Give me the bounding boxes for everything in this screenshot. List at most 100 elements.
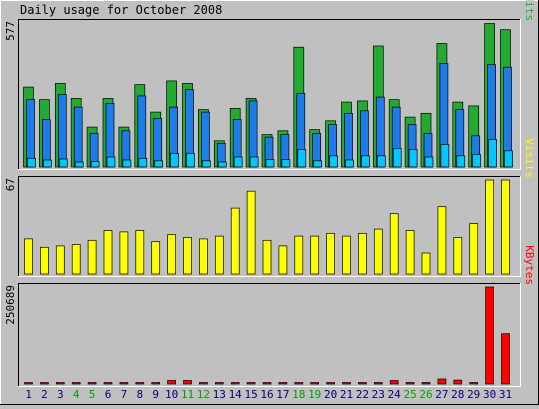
- bar-kbytes-day-29: [469, 382, 479, 385]
- bar-files-day-9: [153, 117, 163, 168]
- bar-visits-day-11: [183, 237, 192, 275]
- bar-kbytes-day-19: [310, 382, 320, 385]
- bar-kbytes-day-11: [183, 380, 192, 385]
- bar-pages-day-31: [504, 150, 513, 168]
- bar-kbytes-day-10: [167, 380, 176, 385]
- bar-pages-day-5: [90, 161, 100, 168]
- bar-pages-day-18: [297, 149, 307, 168]
- bar-kbytes-day-6: [103, 382, 113, 385]
- bar-pages-day-22: [361, 155, 370, 168]
- bar-visits-day-8: [135, 230, 145, 275]
- x-tick-label-day-20: 20: [324, 388, 337, 401]
- bar-kbytes-day-4: [71, 382, 81, 385]
- x-tick-label-day-11: 11: [181, 388, 194, 401]
- panel-hits: 577 Pages/Files/Hits: [4, 0, 536, 170]
- bar-visits-day-1: [24, 238, 33, 275]
- bar-files-day-3: [57, 94, 67, 168]
- legend-entry: KBytes: [523, 245, 536, 285]
- bar-visits-day-13: [214, 235, 224, 275]
- panel-visits: 67 Visits: [4, 138, 536, 277]
- bar-kbytes-day-3: [55, 382, 65, 385]
- bar-visits-day-21: [342, 235, 351, 275]
- bar-kbytes-day-31: [501, 333, 510, 385]
- bar-visits-day-7: [119, 231, 129, 275]
- x-tick-label-day-23: 23: [372, 388, 385, 401]
- bar-visits-day-18: [294, 235, 304, 275]
- bar-visits-day-15: [246, 190, 256, 275]
- bar-pages-day-11: [186, 152, 195, 168]
- legend-visits: Visits: [523, 138, 536, 178]
- bar-visits-day-16: [262, 239, 272, 275]
- x-tick-label-day-28: 28: [451, 388, 464, 401]
- x-tick-label-day-1: 1: [25, 388, 32, 401]
- x-tick-label-day-2: 2: [41, 388, 48, 401]
- bar-pages-day-23: [376, 155, 386, 168]
- panel-frame: [18, 283, 521, 387]
- bar-visits-day-20: [326, 232, 335, 275]
- bar-visits-day-10: [167, 234, 176, 275]
- bar-visits-day-5: [87, 239, 97, 275]
- x-tick-label-day-7: 7: [121, 388, 128, 401]
- y-max-tick-label: 577: [4, 21, 17, 41]
- x-tick-label-day-25: 25: [403, 388, 416, 401]
- chart-title: Daily usage for October 2008: [20, 3, 222, 17]
- bar-visits-day-2: [40, 246, 49, 275]
- x-axis-labels: 1 2 3 4 5 6 7 8 9 10 11 12 13 14 15 16 17 18 19 20 21 22 23 24 2…: [25, 388, 512, 401]
- x-tick-label-day-8: 8: [136, 388, 143, 401]
- legend-hits: Pages/Files/Hits: [523, 0, 536, 21]
- x-tick-label-day-26: 26: [419, 388, 432, 401]
- x-tick-label-day-15: 15: [244, 388, 257, 401]
- bar-kbytes-day-23: [373, 382, 383, 385]
- x-tick-label-day-14: 14: [229, 388, 243, 401]
- bar-visits-day-30: [485, 179, 494, 275]
- bar-files-day-21: [344, 112, 353, 168]
- bar-pages-day-28: [456, 155, 466, 168]
- bar-visits-day-22: [358, 232, 367, 275]
- bar-visits-day-3: [55, 245, 65, 275]
- bar-kbytes-day-22: [358, 382, 367, 385]
- bar-kbytes-day-28: [453, 379, 463, 385]
- bar-kbytes-day-2: [40, 382, 49, 385]
- x-tick-label-day-17: 17: [276, 388, 289, 401]
- bar-pages-day-16: [265, 159, 275, 168]
- chart-panels: 577 Pages/Files/Hits 67 Visits 250689 KBytes: [4, 0, 536, 387]
- bar-kbytes-day-27: [437, 378, 447, 385]
- x-tick-label-day-13: 13: [213, 388, 226, 401]
- x-tick-label-day-21: 21: [340, 388, 353, 401]
- x-tick-label-day-12: 12: [197, 388, 210, 401]
- panel-kbytes: 250689 KBytes: [4, 245, 536, 387]
- bar-pages-day-24: [392, 147, 402, 168]
- bar-pages-day-4: [74, 161, 84, 168]
- bar-pages-day-21: [345, 159, 354, 168]
- bars-visits: [24, 179, 510, 275]
- bar-pages-day-6: [106, 156, 116, 168]
- x-tick-label-day-10: 10: [165, 388, 178, 401]
- bar-visits-day-14: [230, 207, 240, 275]
- bar-files-day-8: [137, 95, 147, 168]
- bar-pages-day-9: [154, 160, 164, 168]
- bars-kbytes: [24, 286, 510, 385]
- bar-pages-day-15: [249, 156, 259, 168]
- bar-files-day-1: [26, 99, 35, 168]
- bar-visits-day-4: [71, 244, 81, 275]
- y-max-tick-label: 250689: [4, 285, 17, 325]
- bar-pages-day-12: [202, 160, 211, 168]
- bar-pages-day-10: [170, 152, 179, 168]
- bar-files-day-4: [73, 106, 83, 168]
- bar-visits-day-27: [437, 206, 447, 275]
- bar-pages-day-8: [138, 157, 148, 168]
- bar-visits-day-17: [278, 245, 288, 275]
- bar-kbytes-day-9: [151, 382, 161, 385]
- bar-visits-day-24: [389, 213, 399, 275]
- x-tick-label-day-16: 16: [260, 388, 273, 401]
- bar-pages-day-19: [313, 160, 323, 168]
- bar-visits-day-29: [469, 223, 479, 275]
- bar-kbytes-day-8: [135, 382, 145, 385]
- bar-kbytes-day-1: [24, 382, 33, 385]
- x-tick-label-day-29: 29: [467, 388, 480, 401]
- bar-visits-day-25: [405, 230, 415, 275]
- bar-visits-day-26: [421, 252, 431, 275]
- x-tick-label-day-3: 3: [57, 388, 64, 401]
- bar-pages-day-2: [43, 159, 52, 168]
